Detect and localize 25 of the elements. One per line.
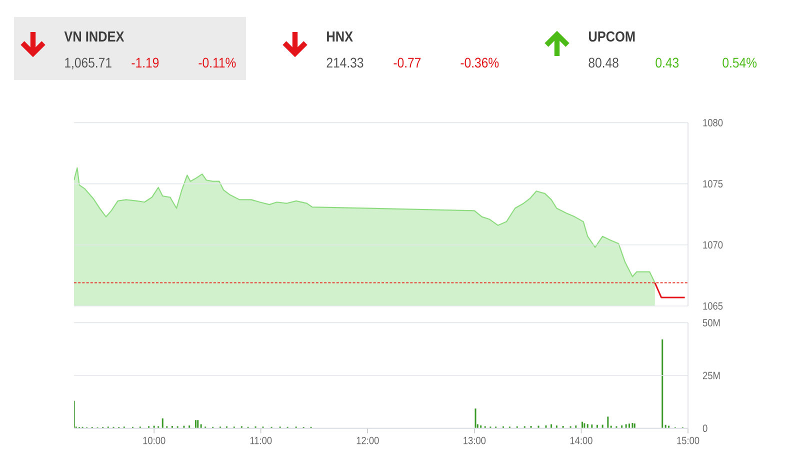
x-tick-label: 11:00 [250, 436, 272, 444]
data-label: -0.77 [394, 58, 421, 68]
data-label: 214.33 [326, 58, 364, 68]
x-tick-label: 14:00 [570, 436, 592, 444]
data-label: -0.36% [460, 58, 499, 68]
y-tick-label: 1075 [703, 180, 723, 188]
y-tick-label: 25M [702, 372, 720, 380]
data-label: 0.43 [656, 58, 679, 68]
data-label: 80.48 [588, 58, 618, 68]
text: VN INDEX [64, 32, 124, 42]
data-label: 0.54% [722, 58, 757, 68]
x-tick-label: 12:00 [356, 436, 379, 444]
y-tick-label: 50M [702, 319, 720, 326]
x-tick-label: 15:00 [677, 436, 700, 444]
text: UPCOM [588, 31, 635, 42]
text: HNX [327, 32, 353, 42]
data-label: -1.19 [132, 58, 159, 68]
x-tick-label: 13:00 [464, 436, 486, 444]
y-tick-label: 1065 [703, 302, 723, 310]
y-tick-label: 1070 [703, 241, 723, 249]
data-label: 1,065.71 [65, 58, 112, 70]
y-tick-label: 1080 [703, 119, 723, 126]
y-tick-label: 0 [702, 424, 708, 432]
data-label: -0.11% [198, 58, 236, 68]
x-tick-label: 10:00 [143, 436, 166, 444]
